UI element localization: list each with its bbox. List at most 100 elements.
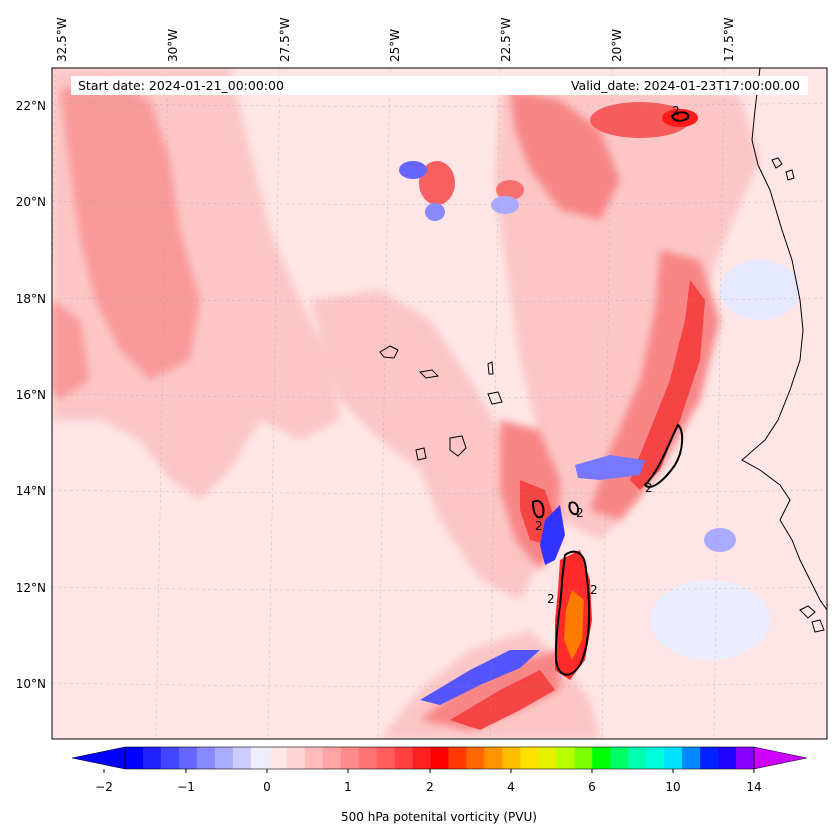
colorbar-cell [700,747,719,769]
colorbar-cell [538,747,557,769]
colorbar-tick-label: 4 [507,780,515,794]
colorbar-cell [502,747,521,769]
colorbar-tick-label: 10 [665,780,680,794]
contour-2pvu-central-2 [568,501,580,516]
colorbar-extend-high [753,746,808,770]
pv-field-negative [399,161,800,705]
pv-strong-ne [662,109,698,127]
island-santo-antao [379,345,399,359]
colorbar-tick-label: 14 [746,780,761,794]
lon-label-17-5w: 17.5°W [722,17,736,62]
pv-strong-east-ridge [630,280,705,490]
valid-date-label: Valid_date: 2024-01-23T17:00:00.00 [571,78,800,93]
colorbar-cell [250,747,270,769]
pv-neg-south-blue [420,650,540,705]
colorbar-cell [610,747,629,769]
lon-label-25w: 25°W [388,29,402,62]
contour-2pvu-north [670,111,690,122]
pv-neg-cape-verde-2 [425,203,445,221]
contour-2pvu-central [531,499,545,519]
lat-label-22n: 22°N [16,99,46,113]
pv-neg-cape-verde-1 [399,161,427,179]
lat-label-16n: 16°N [16,388,46,402]
colorbar-cell [520,747,539,769]
pv-strong-south-band [450,670,555,730]
colorbar-cell [448,747,467,769]
pv-2-contours [531,111,690,676]
pv-light-central [310,290,540,600]
pv-neg-light-south [650,580,770,660]
lon-label-22-5w: 22.5°W [499,17,513,62]
longitude-labels: 32.5°W 30°W 27.5°W 25°W 22.5°W 20°W 17.5… [55,17,736,62]
contour-label: 2 [672,104,680,118]
pv-medium-east-top [510,90,620,220]
pv-neg-central-blue [575,455,645,480]
colorbar-title: 500 hPa potenital vorticity (PVU) [341,810,537,824]
colorbar-cells [125,747,755,769]
date-info-bar: Start date: 2024-01-21_00:00:00 Valid_da… [71,76,808,95]
contour-label: 2 [547,592,555,606]
colorbar-cell [628,747,647,769]
island-sal [487,361,494,375]
colorbar-cell [286,747,306,769]
lon-label-32-5w: 32.5°W [55,17,69,62]
contour-2pvu-east [643,423,684,488]
colorbar-cell [340,747,360,769]
island-sao-vicente [418,369,440,379]
colorbar-cell [160,747,180,769]
colorbar-cell [646,747,665,769]
pv-strong-north-patch [496,180,524,200]
colorbar-cell [125,747,144,769]
lat-label-12n: 12°N [16,581,46,595]
colorbar-cell [736,747,755,769]
contour-label: 2 [576,506,584,520]
colorbar-cell [322,747,342,769]
pv-strong-north [590,102,690,138]
lon-label-20w: 20°W [610,29,624,62]
lon-label-27-5w: 27.5°W [278,17,292,62]
contour-2pvu-core [554,550,591,676]
colorbar: −2 −1 0 1 2 4 6 10 14 500 hPa potenital … [71,746,808,824]
colorbar-cell [394,747,413,769]
colorbar-cell [556,747,575,769]
lat-label-20n: 20°N [16,195,46,209]
colorbar-tick-labels: −2 −1 0 1 2 4 6 10 14 [95,780,761,794]
pv-neg-east-blue [704,528,736,552]
pv-orange-core [564,590,584,660]
lat-label-14n: 14°N [16,484,46,498]
map-frame [51,67,828,740]
colorbar-cell [214,747,234,769]
date-info-background [71,76,808,95]
latitude-labels: 22°N 20°N 18°N 16°N 14°N 12°N 10°N [16,99,46,691]
pv-medium-west-band [60,80,200,380]
colorbar-cell [376,747,395,769]
colorbar-cell [574,747,593,769]
pv-medium-south-band [420,650,560,730]
bissagos-islands [799,605,825,633]
lon-label-30w: 30°W [166,29,180,62]
colorbar-tick-label: 6 [588,780,596,794]
lat-label-18n: 18°N [16,292,46,306]
colorbar-cell [358,747,377,769]
colorbar-cell [268,747,288,769]
map-panel: 2 2 2 2 2 2 [52,68,827,739]
colorbar-cell [178,747,198,769]
lat-label-10n: 10°N [16,677,46,691]
colorbar-cell [412,747,431,769]
colorbar-cell [430,747,449,769]
colorbar-cell [304,747,324,769]
contour-label: 2 [535,519,543,533]
colorbar-tick-label: 1 [344,780,352,794]
colorbar-cell [232,747,252,769]
pv-medium-west-edge [52,300,90,400]
colorbar-cell [196,747,216,769]
pv-strong-cape-verde [419,161,455,205]
pv-neg-central-blue-2 [540,505,565,565]
colorbar-tick-label: −1 [177,780,195,794]
pv-neg-light-east [720,260,800,320]
colorbar-cell [592,747,611,769]
island-fogo [415,447,427,461]
colorbar-tick-label: −2 [95,780,113,794]
africa-coastline [741,68,827,611]
